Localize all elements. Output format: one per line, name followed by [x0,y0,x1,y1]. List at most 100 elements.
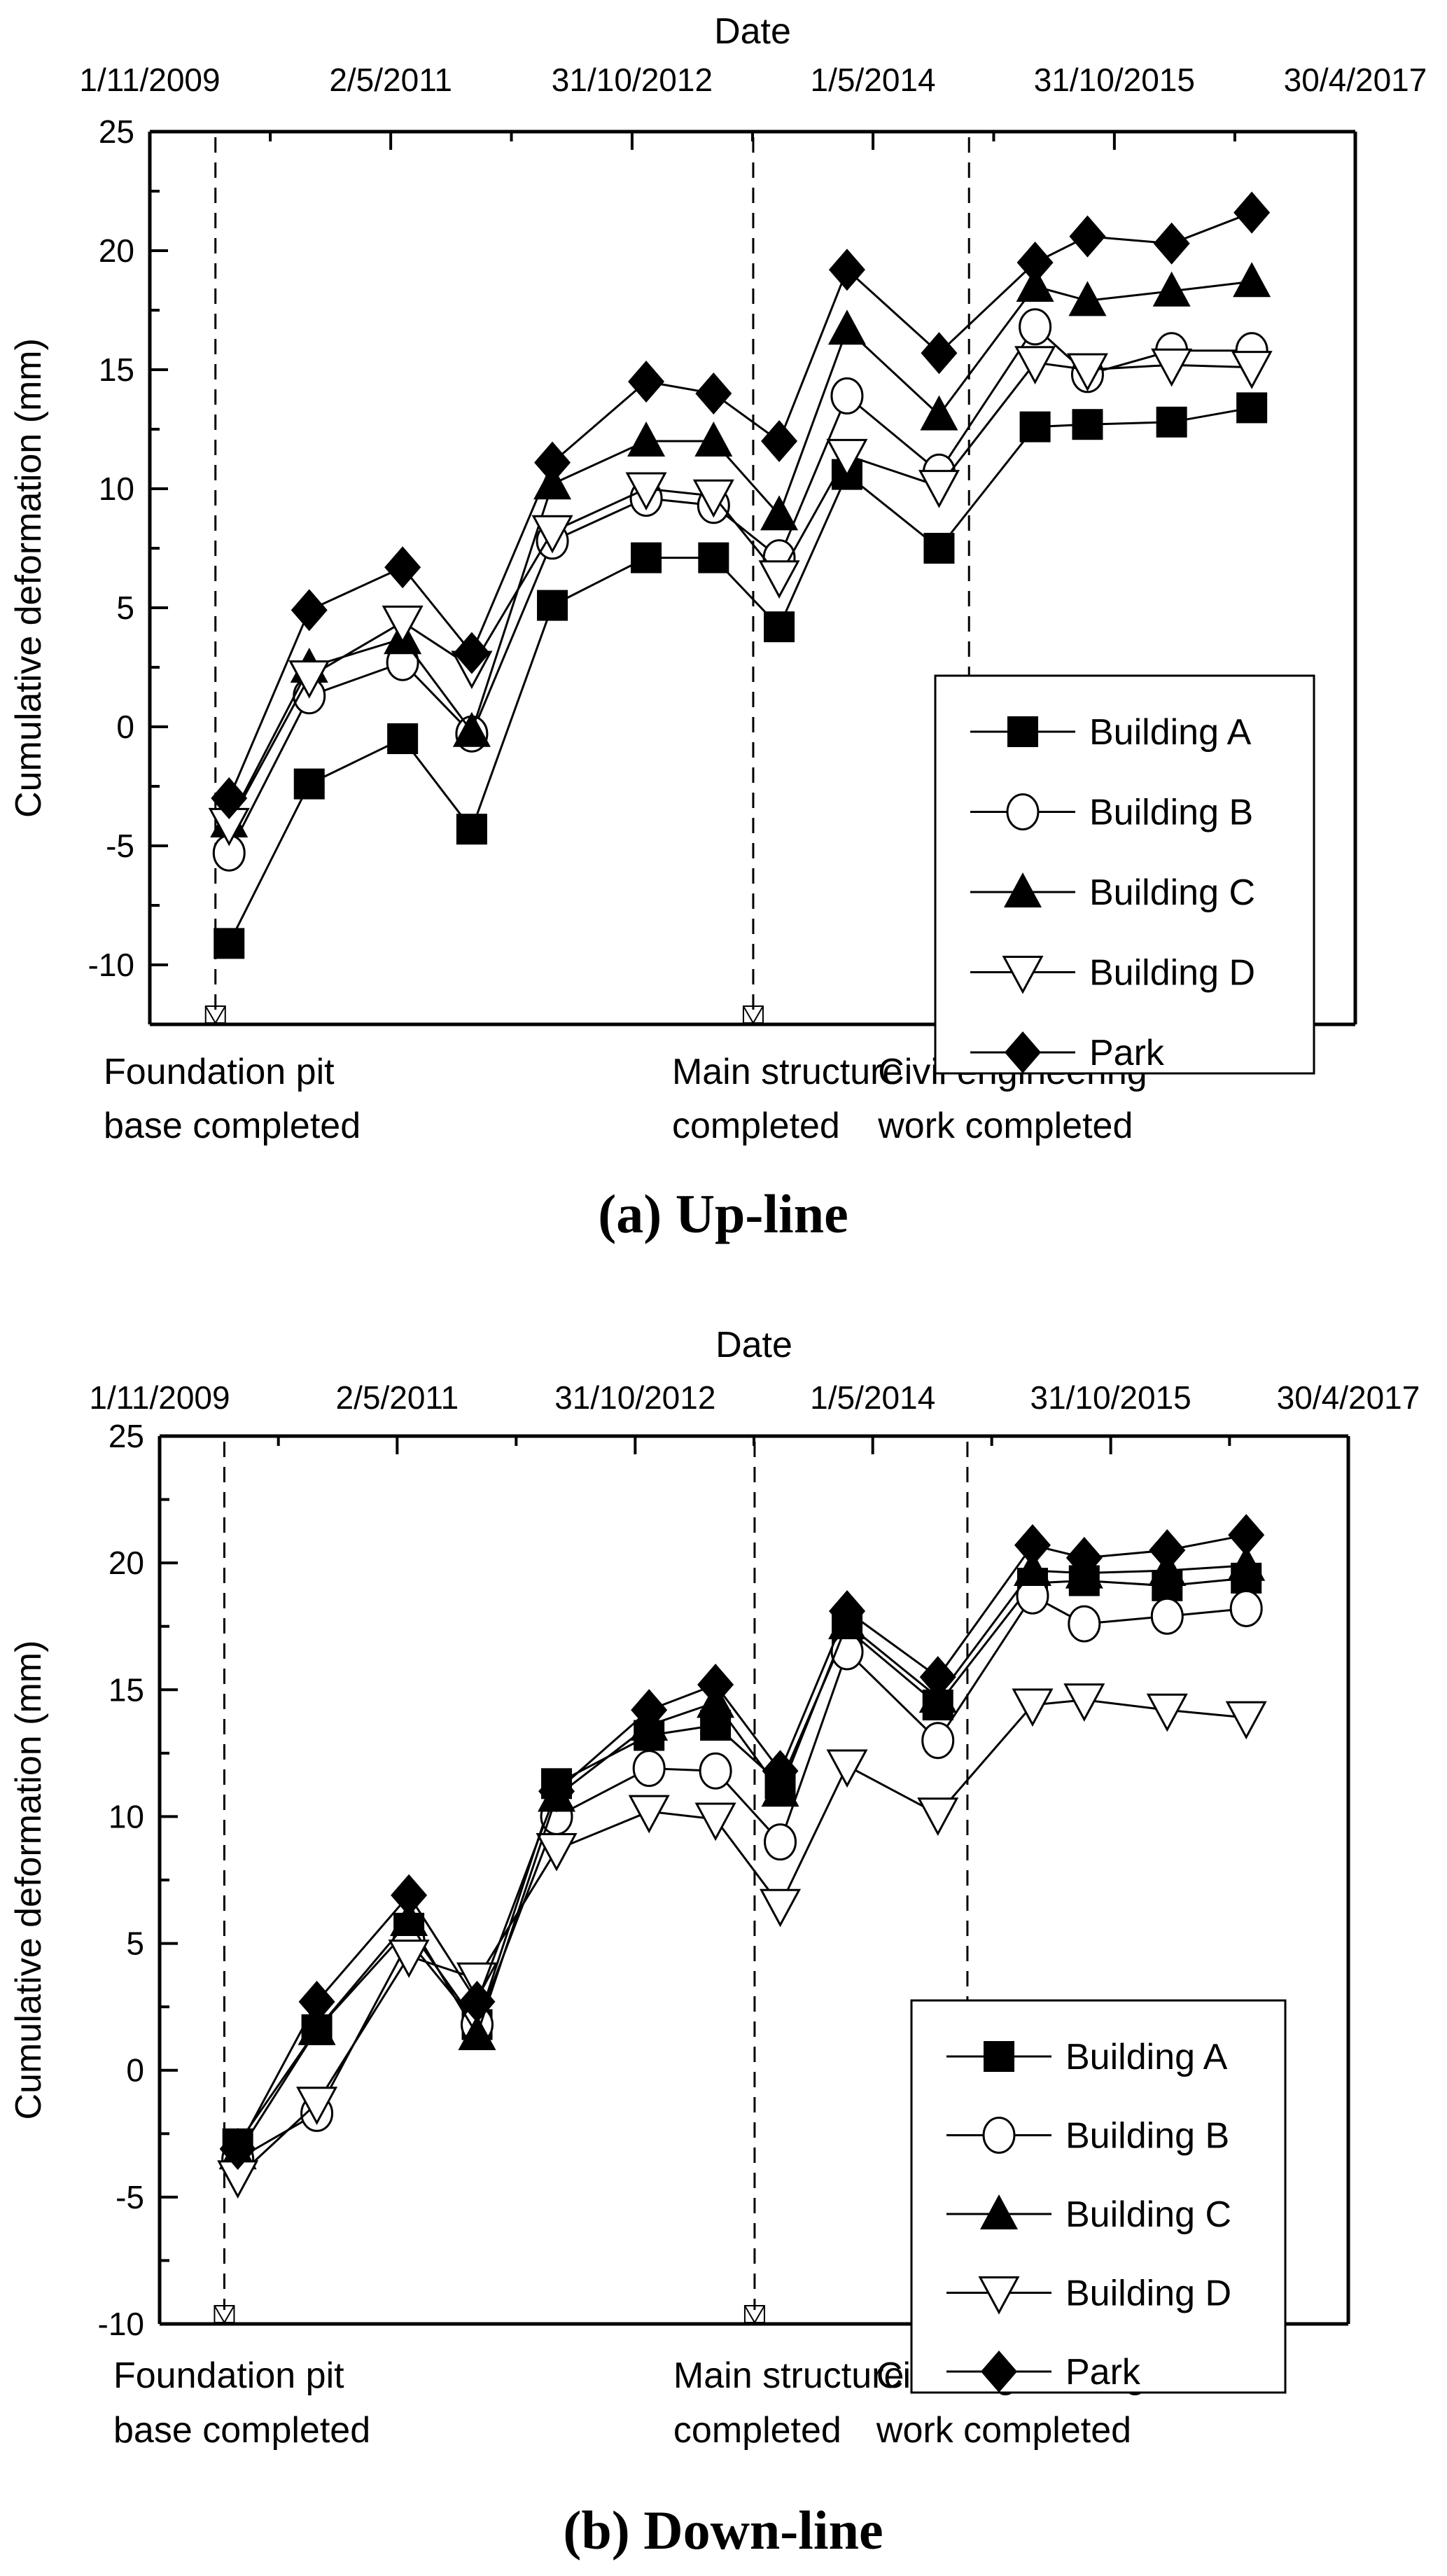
data-point [538,1770,575,1813]
data-point [1152,271,1191,307]
data-point [760,1888,802,1928]
x-tick-label: 1/5/2014 [810,1379,935,1416]
x-tick-label: 30/4/2017 [1277,1379,1420,1416]
legend-box [910,1999,1287,2394]
data-point [536,1833,578,1872]
data-point [628,361,665,403]
milestone-label: completed [672,1106,840,1146]
legend-marker-icon [982,2117,1016,2154]
data-point [631,542,662,573]
y-tick-label: 15 [99,351,134,388]
data-point [695,373,732,415]
x-axis-title: Date [715,1325,792,1365]
milestone-label: base completed [113,2410,370,2451]
legend-label: Building D [1089,953,1255,994]
legend-label: Park [1089,1033,1165,1073]
x-tick-label: 2/5/2011 [329,62,452,98]
data-point [1014,1524,1051,1566]
data-point [458,2014,496,2050]
data-point [694,422,733,457]
data-point [692,479,734,518]
data-point [694,1802,736,1842]
y-tick-label: 25 [109,1418,144,1454]
data-point [388,1940,430,1978]
data-point [1012,1688,1054,1727]
data-point [920,395,958,431]
data-point [456,814,487,845]
data-point [1146,1693,1188,1732]
data-point [923,533,955,564]
y-tick-label: 0 [126,2052,144,2089]
data-point [1156,406,1187,438]
data-point [382,605,424,644]
data-point [628,1795,670,1834]
data-point [921,332,958,375]
y-axis-title: Cumulative deformation (mm) [8,338,49,818]
data-point [829,1589,866,1632]
data-point [1236,392,1268,424]
legend-marker-icon [1002,956,1044,994]
data-point [697,1664,734,1706]
data-point [391,1874,428,1916]
milestone-marker-icon [743,2305,765,2324]
data-point [531,515,573,554]
data-point [830,377,864,415]
legend-marker-icon [1006,793,1040,830]
chart-panel-down-line: Date 1/11/2009 2/5/2011 31/10/2012 1/5/2014 3… [8,1325,1420,2561]
data-point [214,928,245,959]
data-point [452,711,491,747]
data-point [291,589,328,632]
data-point [631,1689,668,1732]
data-point [826,438,868,478]
data-point [1014,346,1056,384]
legend-marker-icon [1007,716,1038,747]
data-point [1150,1597,1184,1635]
x-tick-label: 2/5/2011 [336,1379,459,1416]
y-tick-label: 10 [109,1798,144,1834]
data-point [760,495,799,531]
data-point [764,611,795,643]
x-tick-label: 31/10/2012 [552,62,713,98]
data-point [919,1656,956,1699]
y-tick-label: 15 [109,1671,144,1708]
data-point [699,1752,732,1790]
data-point [758,560,800,599]
legend-marker-icon [984,2041,1014,2072]
data-point [827,309,866,345]
data-point [625,472,667,511]
data-point [1019,308,1052,346]
data-point [390,1900,428,1936]
series-park [211,191,1271,819]
x-axis-title: Date [714,11,791,52]
data-point [298,1980,335,2023]
data-point [826,1749,868,1788]
series-building-d [217,1683,1267,2199]
data-point [828,249,865,291]
legend-marker-icon [1005,1031,1041,1073]
x-tick-label: 1/11/2009 [89,1379,230,1416]
legend: Building A Building B Building C Building D… [910,1999,1287,2394]
legend-box [934,674,1315,1075]
data-point [453,632,490,674]
data-point [632,1750,666,1788]
data-point [211,777,248,819]
data-point [1065,1536,1103,1579]
data-point [1228,1514,1265,1557]
panel-caption: (b) Down-line [563,2500,883,2561]
y-tick-label: 5 [126,1926,144,1962]
legend-label: Building C [1089,872,1255,913]
data-point [293,768,325,800]
legend-label: Building C [1065,2194,1231,2235]
data-point [459,1980,496,2023]
legend-marker-icon [981,2351,1017,2393]
series-building-a [214,392,1268,959]
x-tick-label: 30/4/2017 [1284,62,1427,98]
data-point [1229,1589,1263,1627]
data-point [1233,262,1271,298]
data-point [1068,281,1107,316]
data-point [537,590,568,621]
data-point [1231,351,1273,389]
x-tick-label: 1/11/2009 [79,62,220,98]
y-tick-label: -10 [98,2306,144,2342]
y-tick-label: -10 [88,947,134,983]
